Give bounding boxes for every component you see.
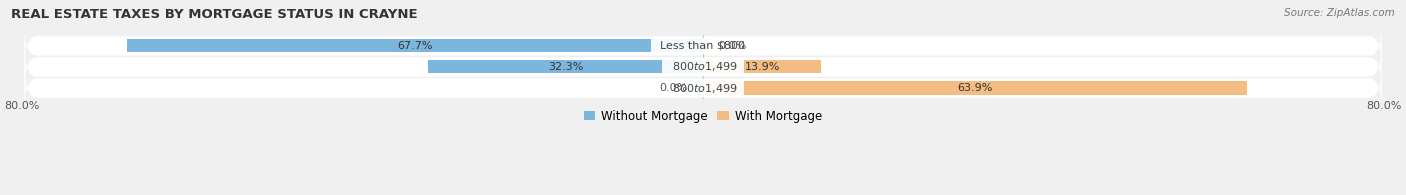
Text: REAL ESTATE TAXES BY MORTGAGE STATUS IN CRAYNE: REAL ESTATE TAXES BY MORTGAGE STATUS IN …: [11, 8, 418, 21]
Text: 13.9%: 13.9%: [745, 62, 780, 72]
Bar: [703, 82, 1247, 95]
Text: 63.9%: 63.9%: [957, 83, 993, 93]
Bar: [696, 82, 703, 95]
Text: 67.7%: 67.7%: [396, 41, 433, 51]
Bar: [703, 60, 821, 74]
Bar: [427, 60, 703, 74]
Text: $800 to $1,499: $800 to $1,499: [665, 60, 741, 74]
Bar: [703, 39, 710, 52]
Text: 0.0%: 0.0%: [718, 41, 747, 51]
FancyBboxPatch shape: [24, 66, 1382, 110]
Text: Less than $800: Less than $800: [654, 41, 752, 51]
Text: 32.3%: 32.3%: [548, 62, 583, 72]
Text: $800 to $1,499: $800 to $1,499: [665, 82, 741, 95]
Bar: [127, 39, 703, 52]
Text: Source: ZipAtlas.com: Source: ZipAtlas.com: [1284, 8, 1395, 18]
Legend: Without Mortgage, With Mortgage: Without Mortgage, With Mortgage: [579, 105, 827, 127]
FancyBboxPatch shape: [24, 24, 1382, 68]
FancyBboxPatch shape: [24, 45, 1382, 89]
Text: 0.0%: 0.0%: [659, 83, 688, 93]
